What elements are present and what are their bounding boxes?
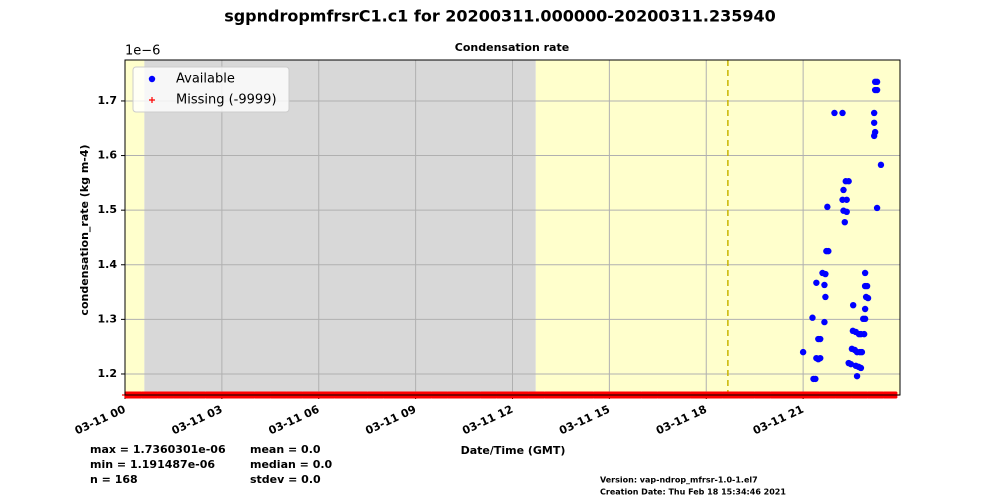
point bbox=[857, 364, 865, 372]
stat: max = 1.7360301e-06 bbox=[90, 443, 226, 456]
plot-frame bbox=[124, 59, 901, 396]
x-tick-label: 03-11 03 bbox=[170, 403, 225, 438]
point bbox=[873, 204, 881, 212]
legend bbox=[132, 66, 290, 113]
footer: Creation Date: Thu Feb 18 15:34:46 2021 bbox=[600, 488, 786, 497]
y-tick-label: 1.7 bbox=[98, 94, 118, 107]
stat: min = 1.191487e-06 bbox=[90, 458, 215, 471]
legend-marker bbox=[149, 97, 155, 103]
y-offset: 1e−6 bbox=[125, 44, 160, 59]
shaded-region bbox=[125, 60, 145, 395]
point bbox=[840, 186, 847, 194]
point bbox=[831, 109, 838, 117]
point bbox=[821, 281, 828, 289]
point bbox=[870, 119, 878, 126]
point bbox=[861, 315, 869, 323]
x-tick-label: 03-11 18 bbox=[654, 403, 709, 438]
chart-title: sgpndropmfrsrC1.c1 for 20200311.000000-2… bbox=[224, 7, 776, 26]
y-tick-label: 1.4 bbox=[98, 258, 118, 271]
point bbox=[853, 372, 861, 380]
x-tick-label: 03-11 15 bbox=[557, 403, 612, 438]
point bbox=[870, 109, 878, 117]
point bbox=[845, 178, 852, 185]
x-tick-label: 03-11 06 bbox=[267, 403, 322, 438]
shaded-region bbox=[535, 60, 900, 395]
point bbox=[822, 270, 829, 278]
x-tick-label: 03-11 12 bbox=[460, 403, 515, 438]
point bbox=[849, 301, 857, 309]
point bbox=[839, 109, 846, 117]
point bbox=[858, 348, 866, 356]
point bbox=[843, 196, 850, 203]
point bbox=[825, 247, 832, 255]
footer: Version: vap-ndrop_mfrsr-1.0-1.el7 bbox=[600, 476, 758, 485]
x-axis-label: Date/Time (GMT) bbox=[461, 444, 566, 457]
legend-marker bbox=[148, 75, 156, 83]
point bbox=[809, 314, 816, 321]
point bbox=[847, 360, 855, 368]
point bbox=[817, 335, 824, 343]
point bbox=[843, 208, 850, 216]
shaded-region bbox=[144, 60, 536, 395]
legend-label: Missing (-9999) bbox=[176, 93, 277, 108]
y-tick-label: 1.3 bbox=[98, 312, 118, 325]
x-tick-label: 03-11 09 bbox=[363, 403, 418, 438]
point bbox=[860, 330, 868, 338]
point bbox=[873, 78, 881, 86]
point bbox=[822, 293, 829, 301]
point bbox=[813, 279, 820, 286]
point bbox=[863, 282, 871, 290]
point bbox=[864, 294, 872, 302]
stat: median = 0.0 bbox=[250, 458, 333, 471]
y-axis-label: condensation_rate (kg m-4) bbox=[78, 144, 91, 315]
x-tick-label: 03-11 00 bbox=[73, 403, 128, 438]
y-tick-label: 1.5 bbox=[98, 203, 118, 216]
stat: n = 168 bbox=[90, 473, 138, 486]
stat: mean = 0.0 bbox=[250, 443, 321, 456]
point bbox=[873, 86, 881, 94]
point bbox=[817, 354, 824, 362]
point bbox=[870, 132, 878, 140]
point bbox=[877, 161, 885, 169]
point bbox=[841, 218, 848, 226]
point bbox=[824, 203, 831, 211]
point bbox=[812, 375, 819, 383]
point bbox=[799, 348, 807, 356]
point bbox=[861, 305, 869, 313]
subtitle: Condensation rate bbox=[455, 41, 569, 54]
legend-label: Available bbox=[176, 72, 235, 87]
point bbox=[821, 318, 828, 326]
y-tick-label: 1.2 bbox=[98, 367, 118, 380]
x-tick-label: 03-11 21 bbox=[751, 403, 806, 438]
stat: stdev = 0.0 bbox=[250, 473, 321, 486]
point bbox=[861, 269, 869, 277]
y-tick-label: 1.6 bbox=[98, 149, 118, 162]
